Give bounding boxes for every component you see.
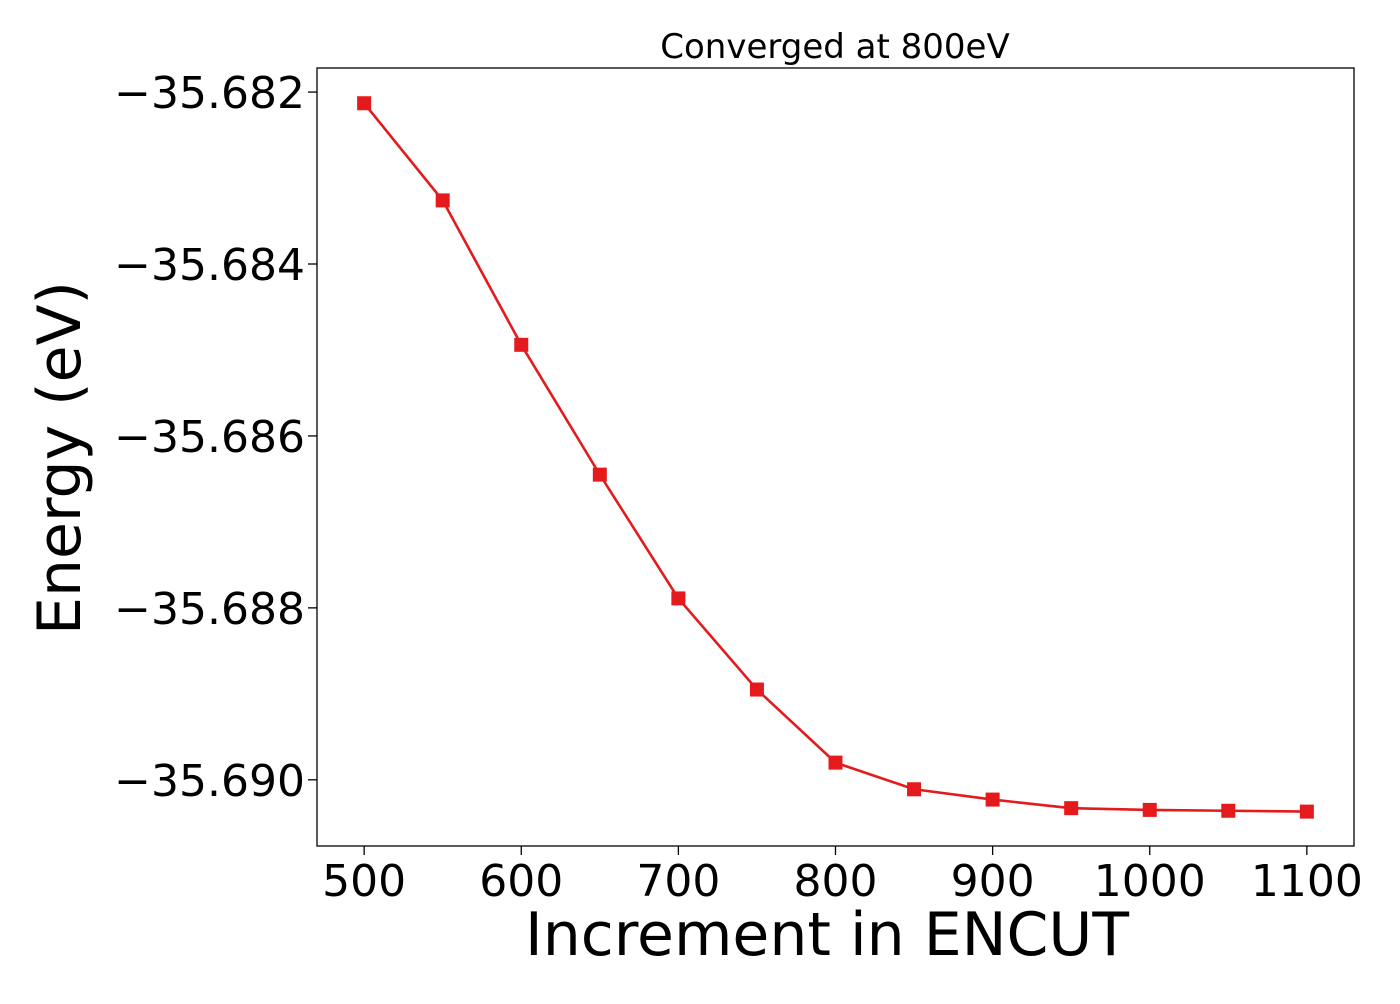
- data-point-marker: [1142, 802, 1157, 817]
- data-point-marker: [907, 782, 922, 797]
- data-point-marker: [749, 682, 764, 697]
- data-point-marker: [357, 96, 372, 111]
- x-tick-label: 600: [479, 856, 563, 907]
- data-point-marker: [671, 591, 686, 606]
- y-tick-label: −35.688: [114, 584, 305, 635]
- series-layer: [357, 96, 1314, 819]
- data-point-marker: [985, 792, 1000, 807]
- x-tick-label: 700: [636, 856, 720, 907]
- data-point-marker: [514, 337, 529, 352]
- chart-title: Converged at 800eV: [660, 27, 1009, 67]
- data-point-marker: [592, 467, 607, 482]
- plot-frame: [316, 67, 1355, 847]
- x-tick-label: 900: [951, 856, 1035, 907]
- data-point-marker: [828, 755, 843, 770]
- data-point-marker: [435, 193, 450, 208]
- y-tick-label: −35.690: [114, 756, 305, 807]
- series-line: [363, 102, 1307, 813]
- y-tick-label: −35.686: [114, 412, 305, 463]
- data-point-marker: [1299, 804, 1314, 819]
- x-tick-label: 1000: [1094, 856, 1206, 907]
- y-tick-label: −35.684: [114, 240, 305, 291]
- x-tick-label: 1100: [1251, 856, 1363, 907]
- y-tick-label: −35.682: [114, 68, 305, 119]
- x-tick-label: 500: [322, 856, 406, 907]
- y-axis-label: Energy (eV): [25, 281, 95, 635]
- x-tick-label: 800: [794, 856, 878, 907]
- data-point-marker: [1064, 801, 1079, 816]
- ticks-layer: 500 600 700 800 900 1000 1100 −35.682 −35.684 −35…: [114, 68, 1363, 907]
- data-point-marker: [1221, 803, 1236, 818]
- x-axis-label: Increment in ENCUT: [525, 900, 1129, 970]
